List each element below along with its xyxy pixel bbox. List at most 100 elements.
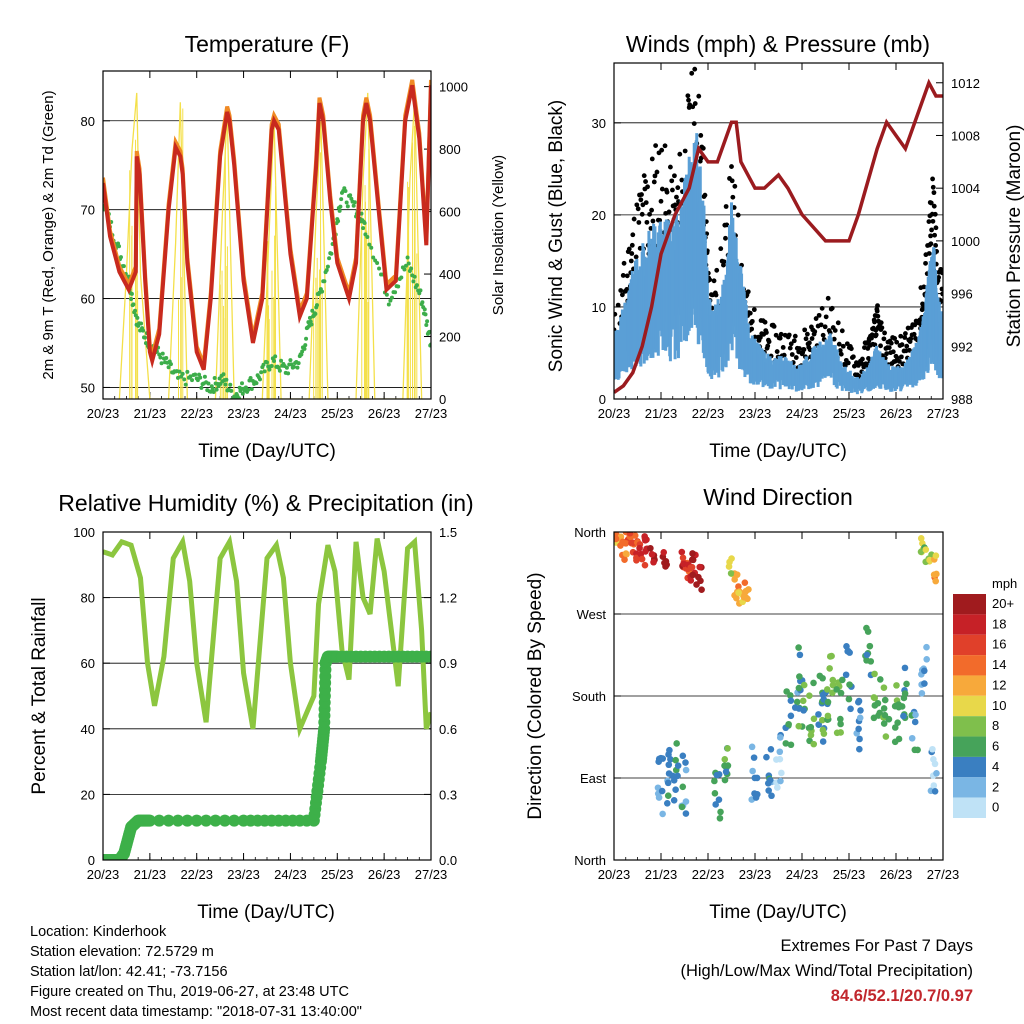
legend-swatch <box>953 695 986 717</box>
direction-ylabel: Direction (Colored By Speed) <box>525 572 546 819</box>
dewpoint-point <box>409 266 414 271</box>
direction-point <box>787 741 795 749</box>
direction-point <box>682 810 690 817</box>
direction-point <box>753 791 761 798</box>
ytick-label: South <box>572 689 606 704</box>
direction-point <box>682 798 690 805</box>
gust-point <box>672 202 678 208</box>
direction-point <box>672 756 679 764</box>
direction-point <box>842 671 850 679</box>
dewpoint-point <box>320 289 325 294</box>
direction-point <box>787 712 795 720</box>
direction-point <box>641 561 649 569</box>
direction-point <box>665 761 673 769</box>
dewpoint-point <box>423 312 428 317</box>
gust-point <box>908 336 914 342</box>
dewpoint-point <box>384 292 389 297</box>
gust-point <box>890 349 896 355</box>
dewpoint-point <box>143 341 148 346</box>
ytick-label: 70 <box>81 203 95 218</box>
gust-point <box>649 207 654 213</box>
humidity-panel: Relative Humidity (%) & Precipitation (i… <box>29 490 474 923</box>
gust-point <box>874 308 880 314</box>
legend-swatch <box>953 594 986 615</box>
gust-point <box>672 173 677 179</box>
dewpoint-point <box>396 284 401 289</box>
legend-label: 12 <box>992 677 1006 692</box>
direction-point <box>696 563 703 571</box>
gust-point <box>873 332 879 338</box>
direction-point <box>923 643 930 651</box>
gust-point <box>803 336 809 342</box>
gust-point <box>638 197 644 203</box>
direction-point <box>750 754 758 761</box>
dewpoint-point <box>269 363 274 368</box>
y2tick-label: 0.9 <box>439 656 457 671</box>
gust-point <box>879 325 885 331</box>
direction-point <box>795 684 803 692</box>
rainfall-point <box>218 814 231 827</box>
gust-point <box>793 355 799 360</box>
direction-point <box>636 544 643 552</box>
temp-2m-line <box>103 84 431 371</box>
gust-point <box>723 204 729 209</box>
direction-point <box>648 550 656 558</box>
dewpoint-point <box>265 360 269 365</box>
gust-point <box>654 169 660 175</box>
dewpoint-point <box>259 370 264 375</box>
direction-point <box>782 740 790 747</box>
dewpoint-point <box>193 372 198 377</box>
direction-point <box>900 712 907 720</box>
direction-point <box>674 772 681 780</box>
direction-point <box>689 550 696 557</box>
direction-point <box>793 698 801 706</box>
legend-swatch <box>953 777 986 798</box>
direction-point <box>929 745 936 753</box>
direction-point <box>682 759 689 766</box>
dewpoint-point <box>313 311 318 316</box>
dewpoint-point <box>183 382 188 387</box>
temperature-plot-area: 20/23 21/23 22/23 23/23 24/23 25/23 26/23 27/23… <box>81 70 468 421</box>
speed-legend: mph 20+ 18 16 14 12 10 8 6 4 2 0 <box>953 576 1017 818</box>
direction-point <box>689 556 697 564</box>
direction-point <box>680 560 687 568</box>
direction-point <box>820 730 828 737</box>
dewpoint-point <box>166 365 171 370</box>
direction-panel: Wind Direction 20/23 21/23 22/23 23/23 24/23… <box>525 484 1017 923</box>
xtick-label: 22/23 <box>692 867 725 882</box>
legend-label: 16 <box>992 637 1006 652</box>
direction-point <box>687 577 695 584</box>
direction-point <box>880 684 888 691</box>
gust-point <box>866 356 871 361</box>
dewpoint-point <box>345 204 350 209</box>
gust-point <box>732 183 738 189</box>
direction-point <box>727 570 735 577</box>
dewpoint-point <box>339 197 344 202</box>
dewpoint-point <box>164 355 169 360</box>
gust-point <box>666 209 672 215</box>
dewpoint-point <box>188 374 193 379</box>
y2tick-label: 0.6 <box>439 722 457 737</box>
dewpoint-point <box>343 189 348 194</box>
gust-point <box>647 211 652 217</box>
gust-point <box>723 235 728 241</box>
direction-point <box>717 808 724 816</box>
xtick-label: 27/23 <box>415 406 448 421</box>
direction-point <box>638 555 646 563</box>
gust-point <box>933 225 939 231</box>
dewpoint-point <box>344 200 349 205</box>
gust-point <box>670 187 675 193</box>
direction-point <box>774 784 781 791</box>
elevation-text: Station elevation: 72.5729 m <box>30 944 214 960</box>
xtick-label: 23/23 <box>227 406 260 421</box>
direction-point <box>857 707 864 714</box>
direction-point <box>903 680 910 688</box>
gust-point <box>837 348 843 353</box>
gust-point <box>809 336 815 341</box>
gust-point <box>848 346 854 352</box>
gust-point <box>812 329 818 335</box>
dewpoint-point <box>133 308 138 313</box>
gust-point <box>714 267 720 273</box>
xtick-label: 26/23 <box>368 867 401 882</box>
direction-point <box>843 643 850 650</box>
